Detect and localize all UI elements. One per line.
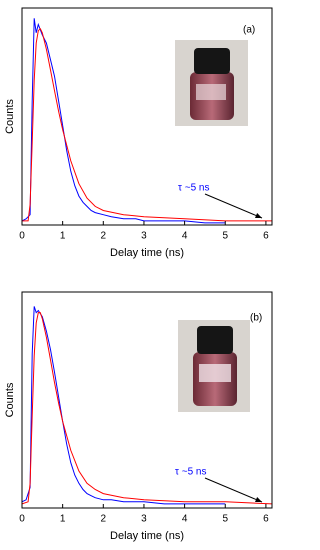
x-tick-label: 4 [182,514,188,525]
x-tick-label: 1 [60,231,66,242]
arrow [204,477,263,503]
y-axis-label: Counts [4,382,16,417]
x-axis-label: Delay time (ns) [110,530,184,542]
annotation: τ ~5 ns [175,467,206,478]
plot-frame [21,291,273,509]
x-tick-label: 3 [141,231,147,242]
arrow-head [255,212,262,219]
annotation: τ ~5 ns [178,183,209,194]
x-tick-label: 4 [182,231,188,242]
y-axis-label: Counts [4,99,16,134]
arrow-head [255,496,262,503]
x-tick-label: 6 [263,231,269,242]
data-line [21,18,226,224]
x-tick-label: 5 [222,514,228,525]
x-tick-label: 0 [19,231,25,242]
x-tick-label: 3 [141,514,147,525]
x-tick-label: 0 [19,514,25,525]
x-tick-label: 5 [222,231,228,242]
data-line [22,27,272,222]
annotation: (a) [243,25,255,36]
arrow [204,193,263,219]
x-axis-label: Delay time (ns) [110,247,184,259]
x-tick-label: 6 [263,514,269,525]
data-line [21,312,273,505]
plot-frame [21,7,273,226]
annotation: (b) [250,313,262,324]
photo-a [175,40,248,126]
figure: 0 1 2 3 4 5 6 Delay time (ns) Counts (a) τ ~5 ns 0 1… [4,7,273,542]
x-tick-label: 2 [101,514,107,525]
data-line [21,306,226,505]
x-tick-label: 2 [101,231,107,242]
x-tick-label: 1 [60,514,66,525]
photo-b [178,320,250,412]
